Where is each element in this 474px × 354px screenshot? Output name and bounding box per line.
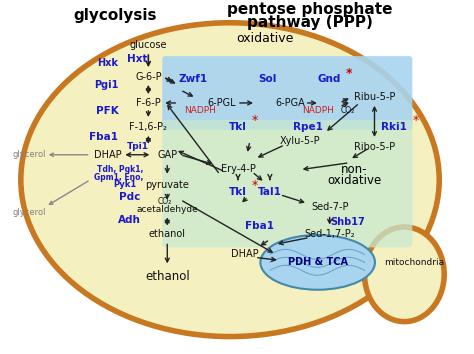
Text: pentose phosphate: pentose phosphate (227, 2, 392, 17)
Text: Ribo-5-P: Ribo-5-P (354, 142, 395, 152)
Text: Hxt: Hxt (127, 54, 147, 64)
Text: Fba1: Fba1 (90, 132, 118, 142)
Text: non-: non- (341, 163, 368, 176)
Text: *: * (252, 179, 258, 192)
Text: 6-PGA: 6-PGA (275, 98, 305, 108)
FancyBboxPatch shape (162, 120, 412, 247)
FancyBboxPatch shape (162, 56, 412, 130)
Ellipse shape (365, 227, 444, 322)
Text: mitochondria: mitochondria (384, 258, 445, 267)
Text: DHAP: DHAP (94, 150, 121, 160)
Text: DHAP: DHAP (231, 249, 259, 259)
Text: Sed-1,7-P₂: Sed-1,7-P₂ (304, 229, 355, 239)
Text: Sol: Sol (259, 74, 277, 84)
Text: glucose: glucose (129, 40, 167, 50)
Text: Tpi1: Tpi1 (127, 142, 148, 151)
Text: Tkl: Tkl (229, 187, 247, 196)
Text: acetaldehyde: acetaldehyde (137, 205, 198, 214)
Text: glycerol: glycerol (12, 150, 46, 159)
Text: ethanol: ethanol (149, 229, 186, 239)
Text: Pgi1: Pgi1 (94, 80, 118, 90)
Text: pathway (PPP): pathway (PPP) (247, 15, 373, 30)
Text: Ery-4-P: Ery-4-P (220, 164, 255, 174)
Text: Xylu-5-P: Xylu-5-P (280, 136, 320, 146)
Text: pyruvate: pyruvate (146, 179, 189, 190)
Text: F-6-P: F-6-P (136, 98, 161, 108)
Text: Tal1: Tal1 (258, 187, 282, 196)
Text: NADPH: NADPH (302, 107, 334, 115)
Text: F-1,6-P₂: F-1,6-P₂ (129, 122, 167, 132)
Text: oxidative: oxidative (236, 32, 293, 45)
Text: glycerol: glycerol (12, 208, 46, 217)
Text: Shb17: Shb17 (330, 217, 365, 227)
Text: *: * (252, 114, 258, 127)
Text: CO₂: CO₂ (157, 197, 172, 206)
Text: Ribu-5-P: Ribu-5-P (354, 92, 395, 102)
Text: *: * (346, 67, 352, 80)
Text: glycolysis: glycolysis (74, 8, 157, 23)
Text: Sed-7-P: Sed-7-P (311, 201, 348, 212)
Text: Gpm1, Eno,: Gpm1, Eno, (94, 173, 143, 182)
Text: Hxk: Hxk (98, 58, 118, 68)
Text: Gnd: Gnd (318, 74, 341, 84)
Text: Fba1: Fba1 (246, 222, 274, 232)
Text: *: * (412, 114, 419, 127)
Text: Adh: Adh (118, 215, 140, 224)
Ellipse shape (21, 23, 439, 337)
Text: NADPH: NADPH (184, 107, 216, 115)
Text: GAP: GAP (157, 150, 177, 160)
Text: G-6-P: G-6-P (135, 72, 162, 82)
Text: ethanol: ethanol (145, 270, 190, 283)
Text: PDH & TCA: PDH & TCA (288, 257, 348, 267)
Text: Rki1: Rki1 (382, 122, 407, 132)
Text: Zwf1: Zwf1 (179, 74, 208, 84)
Text: PFK: PFK (96, 106, 118, 116)
Text: Pyk1: Pyk1 (113, 180, 137, 189)
Text: oxidative: oxidative (328, 174, 382, 187)
Text: CO₂: CO₂ (340, 107, 355, 115)
Text: 6-PGL: 6-PGL (208, 98, 237, 108)
Text: Rpe1: Rpe1 (293, 122, 323, 132)
Text: Pdc: Pdc (119, 192, 140, 201)
Text: Tdh, Pgk1,: Tdh, Pgk1, (97, 165, 143, 174)
Text: Tkl: Tkl (229, 122, 247, 132)
Ellipse shape (260, 235, 375, 290)
